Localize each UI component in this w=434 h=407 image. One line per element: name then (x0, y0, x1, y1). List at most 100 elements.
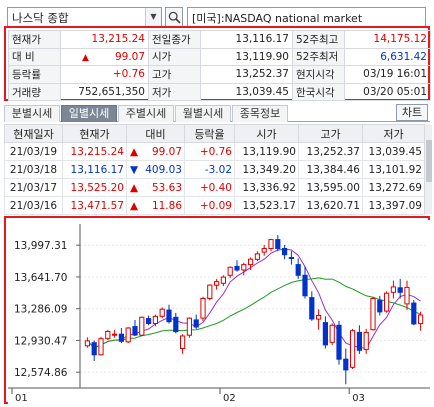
quote-row: 현재가 13,215.24 전일종가 13,116.17 52주최고 14,175.12 (8, 30, 431, 49)
quote-label: 현재가 (8, 30, 61, 49)
candle (316, 309, 322, 330)
column-header[interactable]: 고가 (298, 124, 363, 143)
chart-button[interactable]: 차트 (396, 104, 428, 121)
table-row[interactable]: 21/03/19 13,215.24 ▲ 99.07 +0.76 13,119.90 13,… (4, 142, 425, 161)
candle (180, 334, 186, 354)
candle (220, 275, 227, 287)
search-button[interactable] (165, 7, 183, 27)
column-header[interactable]: 대비 (126, 124, 185, 143)
candle (295, 258, 301, 279)
candle-body (220, 276, 227, 284)
high-cell: 13,620.71 (298, 196, 363, 215)
table-scrollbar[interactable] (424, 124, 432, 214)
candle (118, 327, 125, 344)
column-header[interactable]: 현재가 (62, 124, 127, 143)
change-cell: 99.07 (142, 142, 185, 161)
index-select[interactable]: 나스닥 종합 ▼ (7, 7, 162, 27)
candle (418, 311, 424, 331)
y-tick-label: 13,641.70 (14, 272, 67, 284)
chart-panel: 13,997.31 13,641.70 13,286.09 12,930.47 12,5… (4, 216, 430, 404)
table-row[interactable]: 21/03/17 13,525.20 ▲ 53.63 +0.40 13,336.92 13,… (4, 178, 425, 197)
quote-row: 대 비 ▲ 99.07 시가 13,119.90 52주최저 6,631.42 (8, 47, 431, 67)
candle (84, 337, 91, 348)
chart-background (8, 220, 430, 404)
quote-value: 752,651,350 (60, 82, 149, 102)
candle (248, 257, 254, 270)
candle-body (397, 287, 403, 293)
candle-body (105, 331, 111, 340)
candle (112, 329, 118, 338)
chevron-down-icon[interactable]: ▼ (145, 8, 161, 26)
candle-body (316, 315, 322, 320)
quote-value: 13,119.90 (200, 47, 293, 67)
candle-body (370, 298, 376, 331)
candle-body (336, 324, 342, 360)
x-tick-label: 01 (15, 393, 28, 404)
candle-body (363, 331, 369, 350)
candle-body (146, 318, 152, 324)
column-header[interactable]: 현재일자 (4, 124, 63, 143)
table-row[interactable]: 21/03/16 13,471.57 ▲ 11.86 +0.09 13,523.17 13,… (4, 196, 425, 215)
candle-body (275, 239, 281, 249)
candle-body (268, 239, 274, 249)
change-cell: 11.86 (142, 196, 185, 215)
candle-body (125, 327, 131, 343)
change-value: 99.07 (114, 50, 145, 63)
candle-body (214, 281, 220, 286)
quote-value: 13,116.17 (200, 30, 293, 49)
candle-body (411, 302, 417, 325)
search-icon (168, 11, 181, 24)
candlestick-chart[interactable]: 13,997.31 13,641.70 13,286.09 12,930.47 12,5… (8, 220, 430, 404)
candle-body (118, 333, 125, 342)
candle-body (98, 338, 104, 356)
candle (261, 244, 267, 256)
quote-value: 13,039.45 (200, 82, 293, 102)
candle-body (302, 274, 308, 297)
rate-cell: -3.02 (184, 160, 235, 179)
column-header[interactable]: 시가 (234, 124, 299, 143)
candle-body (207, 284, 213, 299)
down-arrow-icon: ▼ (126, 160, 143, 179)
open-cell: 13,523.17 (234, 196, 299, 215)
candle (363, 328, 369, 354)
candle-body (166, 309, 172, 323)
quote-label: 등락률 (8, 65, 61, 84)
tab-2[interactable]: 주별시세 (118, 105, 174, 122)
candle (329, 323, 335, 345)
tab-4[interactable]: 종목정보 (232, 105, 288, 122)
quote-label: 52주최고 (292, 30, 345, 49)
price-cell: 13,215.24 (62, 142, 127, 161)
candle (350, 328, 356, 370)
candle-body (282, 248, 288, 256)
candle (411, 299, 417, 326)
high-cell: 13,595.00 (298, 178, 363, 197)
candle (268, 238, 274, 252)
candle-body (112, 333, 118, 336)
candle (105, 329, 111, 341)
quote-label: 고가 (148, 65, 201, 84)
candle-body (241, 264, 247, 271)
candle (214, 278, 220, 290)
column-header[interactable]: 등락율 (184, 124, 235, 143)
x-tick-label: 02 (223, 393, 236, 404)
y-tick-label: 12,930.47 (14, 335, 67, 347)
tab-0[interactable]: 분별시세 (4, 105, 60, 122)
quote-label: 시가 (148, 47, 201, 67)
candle-body (343, 358, 349, 371)
tab-bar: 분별시세 일별시세 주별시세 월별시세 종목정보 차트 (4, 104, 430, 122)
candle-body (152, 315, 159, 325)
candle-body (384, 292, 390, 312)
low-cell: 13,039.45 (362, 142, 425, 161)
y-tick-label: 12,574.86 (14, 367, 68, 379)
candle (377, 295, 383, 316)
scrollbar-thumb[interactable] (426, 140, 432, 182)
tab-1[interactable]: 일별시세 (61, 105, 117, 122)
tab-3[interactable]: 월별시세 (175, 105, 231, 122)
table-row[interactable]: 21/03/18 13,116.17 ▼ 409.03 -3.02 13,349.20 13… (4, 160, 425, 179)
market-name-field: [미국]:NASDAQ national market (187, 7, 426, 27)
column-header[interactable]: 저가 (362, 124, 425, 143)
candle-body (248, 258, 254, 266)
x-tick-label: 03 (352, 393, 365, 404)
candle-body (193, 319, 199, 328)
candle-body (186, 317, 193, 336)
